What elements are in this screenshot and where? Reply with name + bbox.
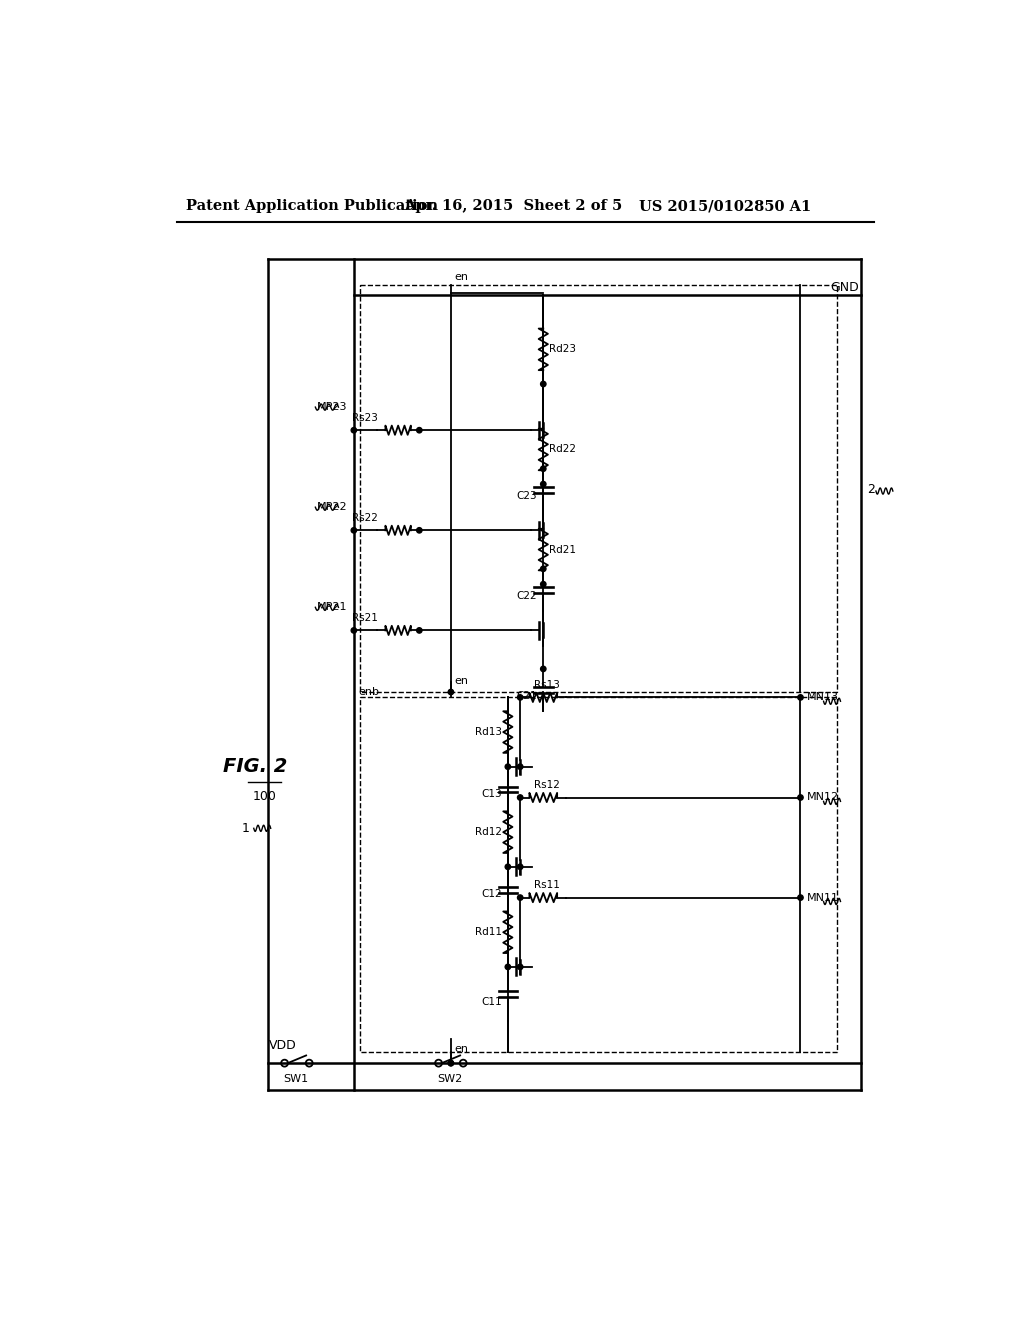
Text: Rd21: Rd21 bbox=[550, 545, 577, 554]
Text: Rd23: Rd23 bbox=[550, 345, 577, 354]
Circle shape bbox=[505, 964, 511, 970]
Text: Rd12: Rd12 bbox=[475, 828, 502, 837]
Text: Rs21: Rs21 bbox=[352, 612, 378, 623]
Text: Rd22: Rd22 bbox=[550, 445, 577, 454]
Circle shape bbox=[541, 381, 546, 387]
Text: C23: C23 bbox=[516, 491, 538, 500]
Circle shape bbox=[517, 694, 523, 700]
Circle shape bbox=[517, 764, 523, 770]
Text: US 2015/0102850 A1: US 2015/0102850 A1 bbox=[639, 199, 811, 213]
Circle shape bbox=[417, 528, 422, 533]
Text: Rs11: Rs11 bbox=[535, 880, 560, 890]
Text: C11: C11 bbox=[481, 997, 502, 1007]
Circle shape bbox=[517, 895, 523, 900]
Circle shape bbox=[417, 628, 422, 634]
Circle shape bbox=[505, 865, 511, 870]
Circle shape bbox=[449, 1060, 454, 1065]
Circle shape bbox=[449, 689, 454, 694]
Circle shape bbox=[541, 582, 546, 587]
Circle shape bbox=[517, 865, 523, 870]
Text: C13: C13 bbox=[481, 788, 502, 799]
Text: enb: enb bbox=[358, 686, 380, 697]
Text: SW1: SW1 bbox=[283, 1074, 308, 1084]
Text: en: en bbox=[454, 1044, 468, 1053]
Text: C21: C21 bbox=[516, 690, 538, 701]
Circle shape bbox=[449, 1060, 454, 1065]
Text: C22: C22 bbox=[516, 591, 538, 601]
Text: 2: 2 bbox=[866, 483, 874, 496]
Circle shape bbox=[798, 895, 803, 900]
Circle shape bbox=[798, 795, 803, 800]
Text: en: en bbox=[454, 676, 468, 686]
Text: Rs23: Rs23 bbox=[352, 413, 378, 422]
Text: MN13: MN13 bbox=[807, 693, 839, 702]
Text: SW2: SW2 bbox=[437, 1074, 462, 1084]
Text: VDD: VDD bbox=[269, 1039, 297, 1052]
Text: GND: GND bbox=[830, 281, 859, 294]
Circle shape bbox=[417, 428, 422, 433]
Circle shape bbox=[541, 566, 546, 572]
Text: 1: 1 bbox=[242, 822, 250, 834]
Text: FIG. 2: FIG. 2 bbox=[223, 758, 288, 776]
Text: C12: C12 bbox=[481, 888, 502, 899]
Circle shape bbox=[541, 466, 546, 471]
Bar bbox=[360, 285, 838, 692]
Circle shape bbox=[505, 764, 511, 770]
Text: en: en bbox=[455, 272, 469, 281]
Text: 100: 100 bbox=[252, 789, 276, 803]
Circle shape bbox=[541, 482, 546, 487]
Circle shape bbox=[351, 628, 356, 634]
Text: MP22: MP22 bbox=[317, 502, 348, 512]
Circle shape bbox=[517, 795, 523, 800]
Text: Rd13: Rd13 bbox=[475, 727, 502, 737]
Circle shape bbox=[351, 428, 356, 433]
Circle shape bbox=[351, 528, 356, 533]
Circle shape bbox=[541, 667, 546, 672]
Text: MP21: MP21 bbox=[317, 602, 348, 612]
Bar bbox=[360, 697, 838, 1052]
Text: MN11: MN11 bbox=[807, 892, 839, 903]
Text: Rd11: Rd11 bbox=[475, 927, 502, 937]
Circle shape bbox=[798, 694, 803, 700]
Text: Rs22: Rs22 bbox=[352, 512, 378, 523]
Text: Rs13: Rs13 bbox=[535, 680, 560, 689]
Text: Rs12: Rs12 bbox=[535, 780, 560, 789]
Text: MN12: MN12 bbox=[807, 792, 839, 803]
Text: Apr. 16, 2015  Sheet 2 of 5: Apr. 16, 2015 Sheet 2 of 5 bbox=[403, 199, 623, 213]
Text: Patent Application Publication: Patent Application Publication bbox=[186, 199, 438, 213]
Text: MP23: MP23 bbox=[317, 403, 348, 412]
Circle shape bbox=[517, 964, 523, 970]
